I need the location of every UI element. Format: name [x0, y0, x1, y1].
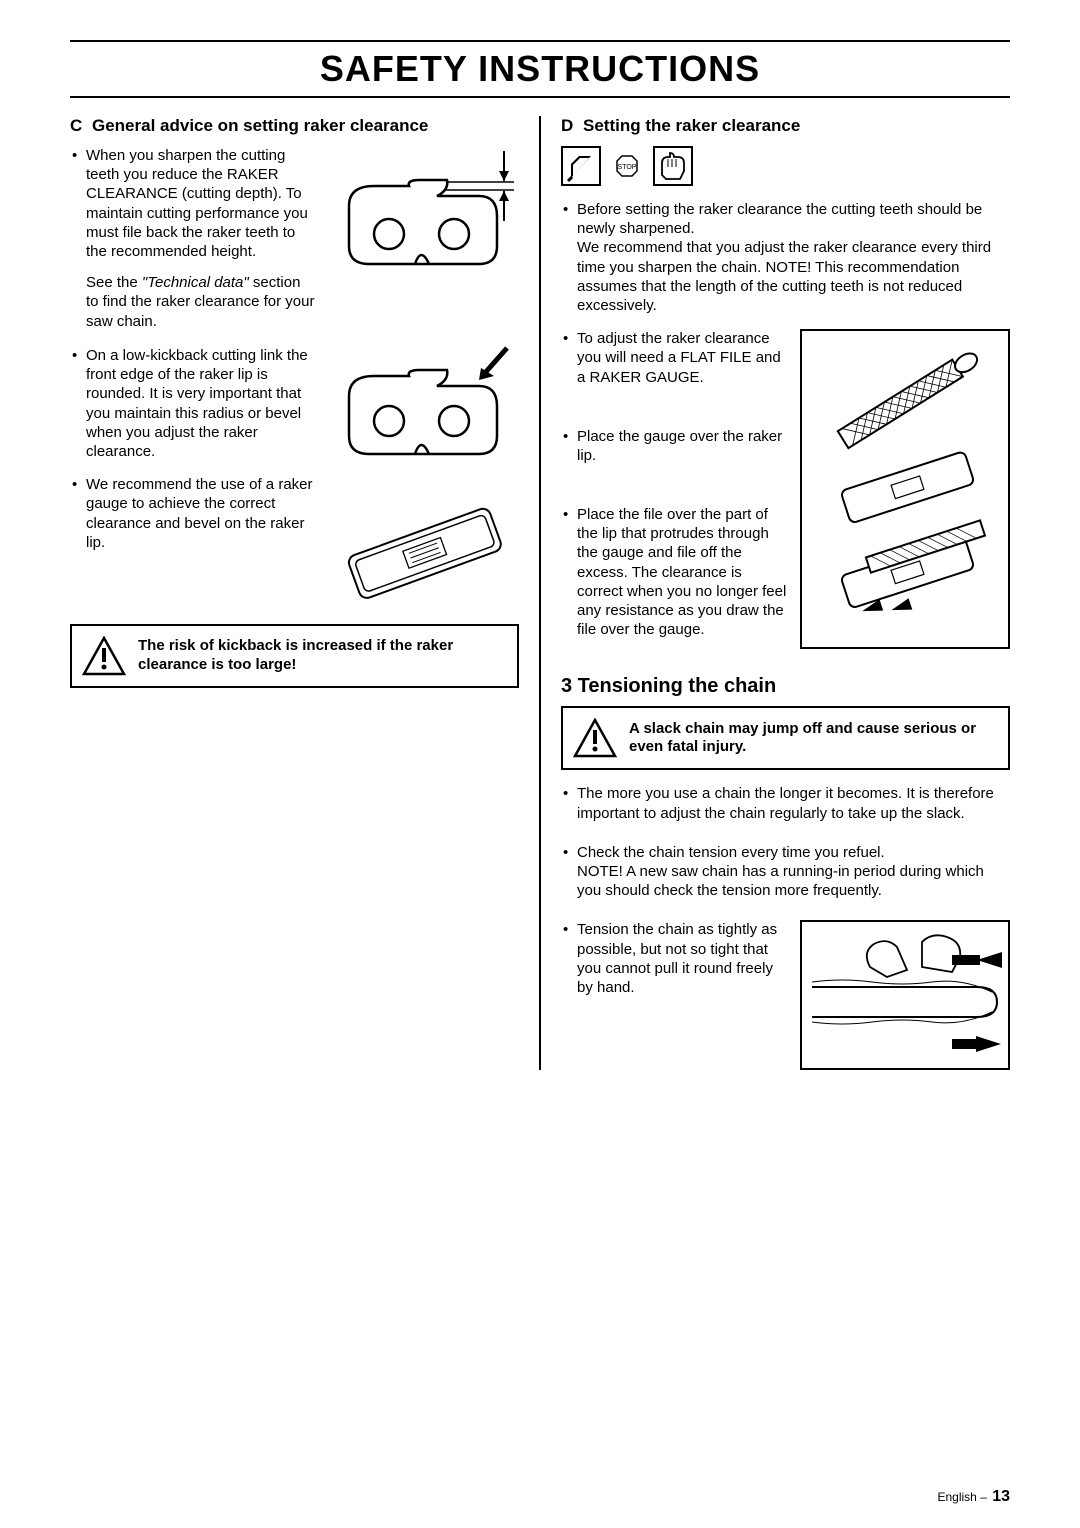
- heading-c: CGeneral advice on setting raker clearan…: [70, 116, 519, 136]
- figure-rounded-lip-icon: [329, 346, 519, 486]
- bullet: Tension the chain as tightly as possible…: [561, 920, 788, 997]
- warning-box-kickback: The risk of kickback is increased if the…: [70, 624, 519, 688]
- stop-sign-small-icon: STOP: [607, 146, 647, 186]
- bullet: Before setting the raker clearance the c…: [561, 200, 1010, 315]
- bullet: We recommend the use of a raker gauge to…: [70, 475, 317, 552]
- figure-file-and-gauge-icon: [800, 329, 1010, 649]
- column-left: CGeneral advice on setting raker clearan…: [70, 116, 541, 1070]
- bullet: When you sharpen the cutting teeth you r…: [70, 146, 317, 331]
- bullet: Place the file over the part of the lip …: [561, 505, 788, 639]
- gloves-icon: [653, 146, 693, 186]
- icon-row: STOP: [561, 146, 1010, 186]
- figure-raker-clearance-icon: [329, 146, 519, 346]
- page-footer: English – 13: [938, 1488, 1011, 1506]
- warning-box-slack-chain: A slack chain may jump off and cause ser…: [561, 706, 1010, 770]
- stop-icon: [561, 146, 601, 186]
- page-title: SAFETY INSTRUCTIONS: [70, 48, 1010, 90]
- figure-raker-gauge-icon: [329, 486, 519, 616]
- warning-triangle-icon: [82, 636, 126, 676]
- svg-text:STOP: STOP: [618, 164, 637, 171]
- heading-d: DSetting the raker clearance: [561, 116, 1010, 136]
- figure-chain-tension-icon: [800, 920, 1010, 1070]
- bullet: The more you use a chain the longer it b…: [561, 784, 1010, 822]
- heading-3-tensioning: 3 Tensioning the chain: [561, 675, 1010, 698]
- bullet: On a low-kickback cutting link the front…: [70, 346, 317, 461]
- bullet: Check the chain tension every time you r…: [561, 843, 1010, 901]
- warning-triangle-icon: [573, 718, 617, 758]
- bullet: To adjust the raker clearance you will n…: [561, 329, 788, 387]
- bullet: Place the gauge over the raker lip.: [561, 427, 788, 465]
- column-right: DSetting the raker clearance STOP: [541, 116, 1010, 1070]
